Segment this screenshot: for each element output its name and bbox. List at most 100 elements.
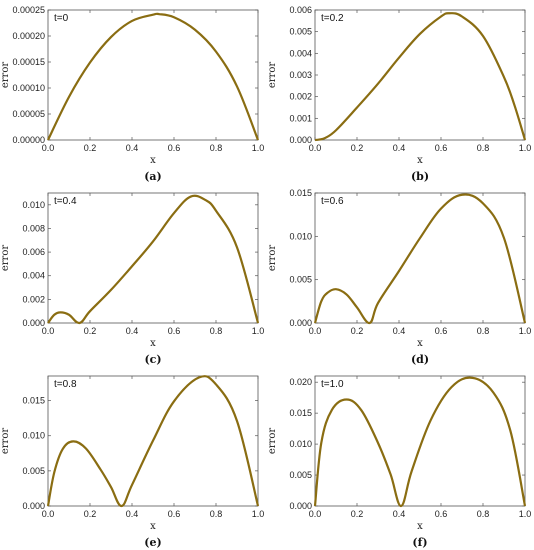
x-tick-label: 0.2 bbox=[351, 509, 364, 519]
y-tick-label: 0.00000 bbox=[12, 135, 45, 145]
x-tick-label: 0.2 bbox=[351, 326, 364, 336]
error-curve bbox=[47, 12, 260, 141]
x-tick-label: 0.4 bbox=[126, 509, 139, 519]
y-tick-label: 0.000 bbox=[22, 501, 45, 511]
chart-svg: 0.0 0.2 0.4 0.6 0.8 1.0 0.00000 0.00005 0.00010 0… bbox=[0, 5, 265, 183]
y-tick-label: 0.010 bbox=[289, 439, 312, 449]
panel-d: 0.0 0.2 0.4 0.6 0.8 1.0 0.000 0.005 0.010 0.015 x e… bbox=[267, 183, 534, 366]
plot-frame bbox=[47, 9, 259, 141]
x-tick-label: 0.0 bbox=[309, 509, 322, 519]
y-tick-label: 0.010 bbox=[22, 200, 45, 210]
y-axis-label: error bbox=[267, 428, 278, 454]
y-tick-label: 0.004 bbox=[289, 48, 312, 58]
x-tick-label: 0.4 bbox=[126, 143, 139, 153]
y-tick-label: 0.005 bbox=[289, 27, 312, 37]
x-tick-label: 0.4 bbox=[393, 509, 406, 519]
x-tick-label: 0.8 bbox=[210, 509, 223, 519]
x-axis-label: x bbox=[417, 521, 423, 532]
y-tick-label: 0.002 bbox=[22, 294, 45, 304]
error-curve bbox=[46, 375, 260, 508]
chart-svg: 0.0 0.2 0.4 0.6 0.8 1.0 0.000 0.005 0.010 0.015 x e… bbox=[0, 375, 264, 549]
x-tick-label: 0.6 bbox=[435, 509, 448, 519]
x-tick-label: 0.4 bbox=[393, 143, 406, 153]
x-tick-label: 0.8 bbox=[477, 143, 490, 153]
plot-frame bbox=[47, 375, 259, 507]
time-annotation: t=0 bbox=[54, 13, 69, 24]
y-tick-label: 0.000 bbox=[22, 318, 45, 328]
y-tick-label: 0.015 bbox=[22, 396, 45, 406]
x-tick-label: 0.0 bbox=[309, 326, 322, 336]
y-tick-label: 0.020 bbox=[289, 377, 312, 387]
y-axis-label: error bbox=[0, 62, 11, 88]
error-curve bbox=[314, 12, 527, 142]
x-axis-label: x bbox=[417, 155, 423, 166]
x-tick-label: 1.0 bbox=[519, 509, 532, 519]
y-tick-label: 0.005 bbox=[22, 466, 45, 476]
x-tick-label: 0.0 bbox=[42, 326, 55, 336]
x-axis-label: x bbox=[150, 521, 156, 532]
x-tick-label: 0.2 bbox=[84, 326, 97, 336]
x-tick-label: 0.8 bbox=[210, 326, 223, 336]
y-tick-label: 0.006 bbox=[289, 5, 312, 15]
x-tick-label: 0.4 bbox=[126, 326, 139, 336]
y-tick-label: 0.00015 bbox=[12, 57, 45, 67]
panel-caption: (e) bbox=[144, 536, 161, 549]
y-tick-label: 0.005 bbox=[289, 275, 312, 285]
x-tick-label: 1.0 bbox=[252, 326, 265, 336]
y-tick-label: 0.00025 bbox=[12, 5, 45, 15]
y-tick-label: 0.00005 bbox=[12, 109, 45, 119]
plot-frame bbox=[314, 375, 526, 507]
x-tick-label: 0.8 bbox=[477, 509, 490, 519]
x-tick-label: 0.0 bbox=[42, 143, 55, 153]
error-curve bbox=[313, 376, 527, 508]
x-tick-label: 0.2 bbox=[84, 509, 97, 519]
x-tick-label: 0.0 bbox=[309, 143, 322, 153]
panel-b: 0.0 0.2 0.4 0.6 0.8 1.0 0.000 0.001 0.002 0.003 0.… bbox=[267, 0, 534, 183]
x-tick-label: 0.6 bbox=[168, 326, 181, 336]
y-axis-label: error bbox=[267, 62, 278, 88]
x-tick-label: 0.6 bbox=[168, 143, 181, 153]
y-tick-label: 0.015 bbox=[289, 188, 312, 198]
panel-caption: (c) bbox=[144, 353, 161, 366]
y-tick-label: 0.002 bbox=[289, 92, 312, 102]
panel-a: 0.0 0.2 0.4 0.6 0.8 1.0 0.00000 0.00005 0.00010 0… bbox=[0, 0, 267, 183]
y-tick-label: 0.008 bbox=[22, 223, 45, 233]
panel-c: 0.0 0.2 0.4 0.6 0.8 1.0 0.000 0.002 0.004 0.006 0.… bbox=[0, 183, 267, 366]
y-tick-label: 0.010 bbox=[289, 231, 312, 241]
panel-f: 0.0 0.2 0.4 0.6 0.8 1.0 0.000 0.005 0.010 0.015 0.… bbox=[267, 366, 534, 549]
x-tick-label: 0.2 bbox=[351, 143, 364, 153]
y-tick-label: 0.004 bbox=[22, 271, 45, 281]
time-annotation: t=1.0 bbox=[321, 379, 344, 390]
x-tick-label: 0.8 bbox=[477, 326, 490, 336]
y-axis-label: error bbox=[0, 245, 11, 271]
y-axis-label: error bbox=[0, 428, 11, 454]
y-tick-label: 0.00010 bbox=[12, 83, 45, 93]
error-curve bbox=[313, 193, 527, 325]
x-tick-label: 0.4 bbox=[393, 326, 406, 336]
x-tick-label: 1.0 bbox=[252, 143, 265, 153]
time-annotation: t=0.2 bbox=[321, 13, 344, 24]
x-tick-label: 0.2 bbox=[84, 143, 97, 153]
panel-caption: (f) bbox=[412, 536, 427, 549]
y-tick-label: 0.00020 bbox=[12, 31, 45, 41]
error-curve bbox=[47, 194, 260, 325]
x-tick-label: 0.6 bbox=[168, 509, 181, 519]
chart-svg: 0.0 0.2 0.4 0.6 0.8 1.0 0.000 0.005 0.010 0.015 x e… bbox=[267, 188, 532, 366]
y-tick-label: 0.010 bbox=[22, 431, 45, 441]
chart-svg: 0.0 0.2 0.4 0.6 0.8 1.0 0.000 0.001 0.002 0.003 0.… bbox=[267, 5, 532, 183]
panel-caption: (b) bbox=[411, 170, 429, 183]
x-tick-label: 0.0 bbox=[42, 509, 55, 519]
x-tick-label: 0.6 bbox=[435, 143, 448, 153]
y-tick-label: 0.005 bbox=[289, 470, 312, 480]
y-tick-label: 0.001 bbox=[289, 113, 312, 123]
panel-caption: (d) bbox=[411, 353, 429, 366]
x-tick-label: 0.8 bbox=[210, 143, 223, 153]
plot-frame bbox=[314, 192, 526, 324]
y-axis-label: error bbox=[267, 245, 278, 271]
y-tick-label: 0.003 bbox=[289, 70, 312, 80]
x-tick-label: 1.0 bbox=[519, 143, 532, 153]
x-axis-label: x bbox=[417, 338, 423, 349]
x-axis-label: x bbox=[150, 338, 156, 349]
x-tick-label: 1.0 bbox=[519, 326, 532, 336]
